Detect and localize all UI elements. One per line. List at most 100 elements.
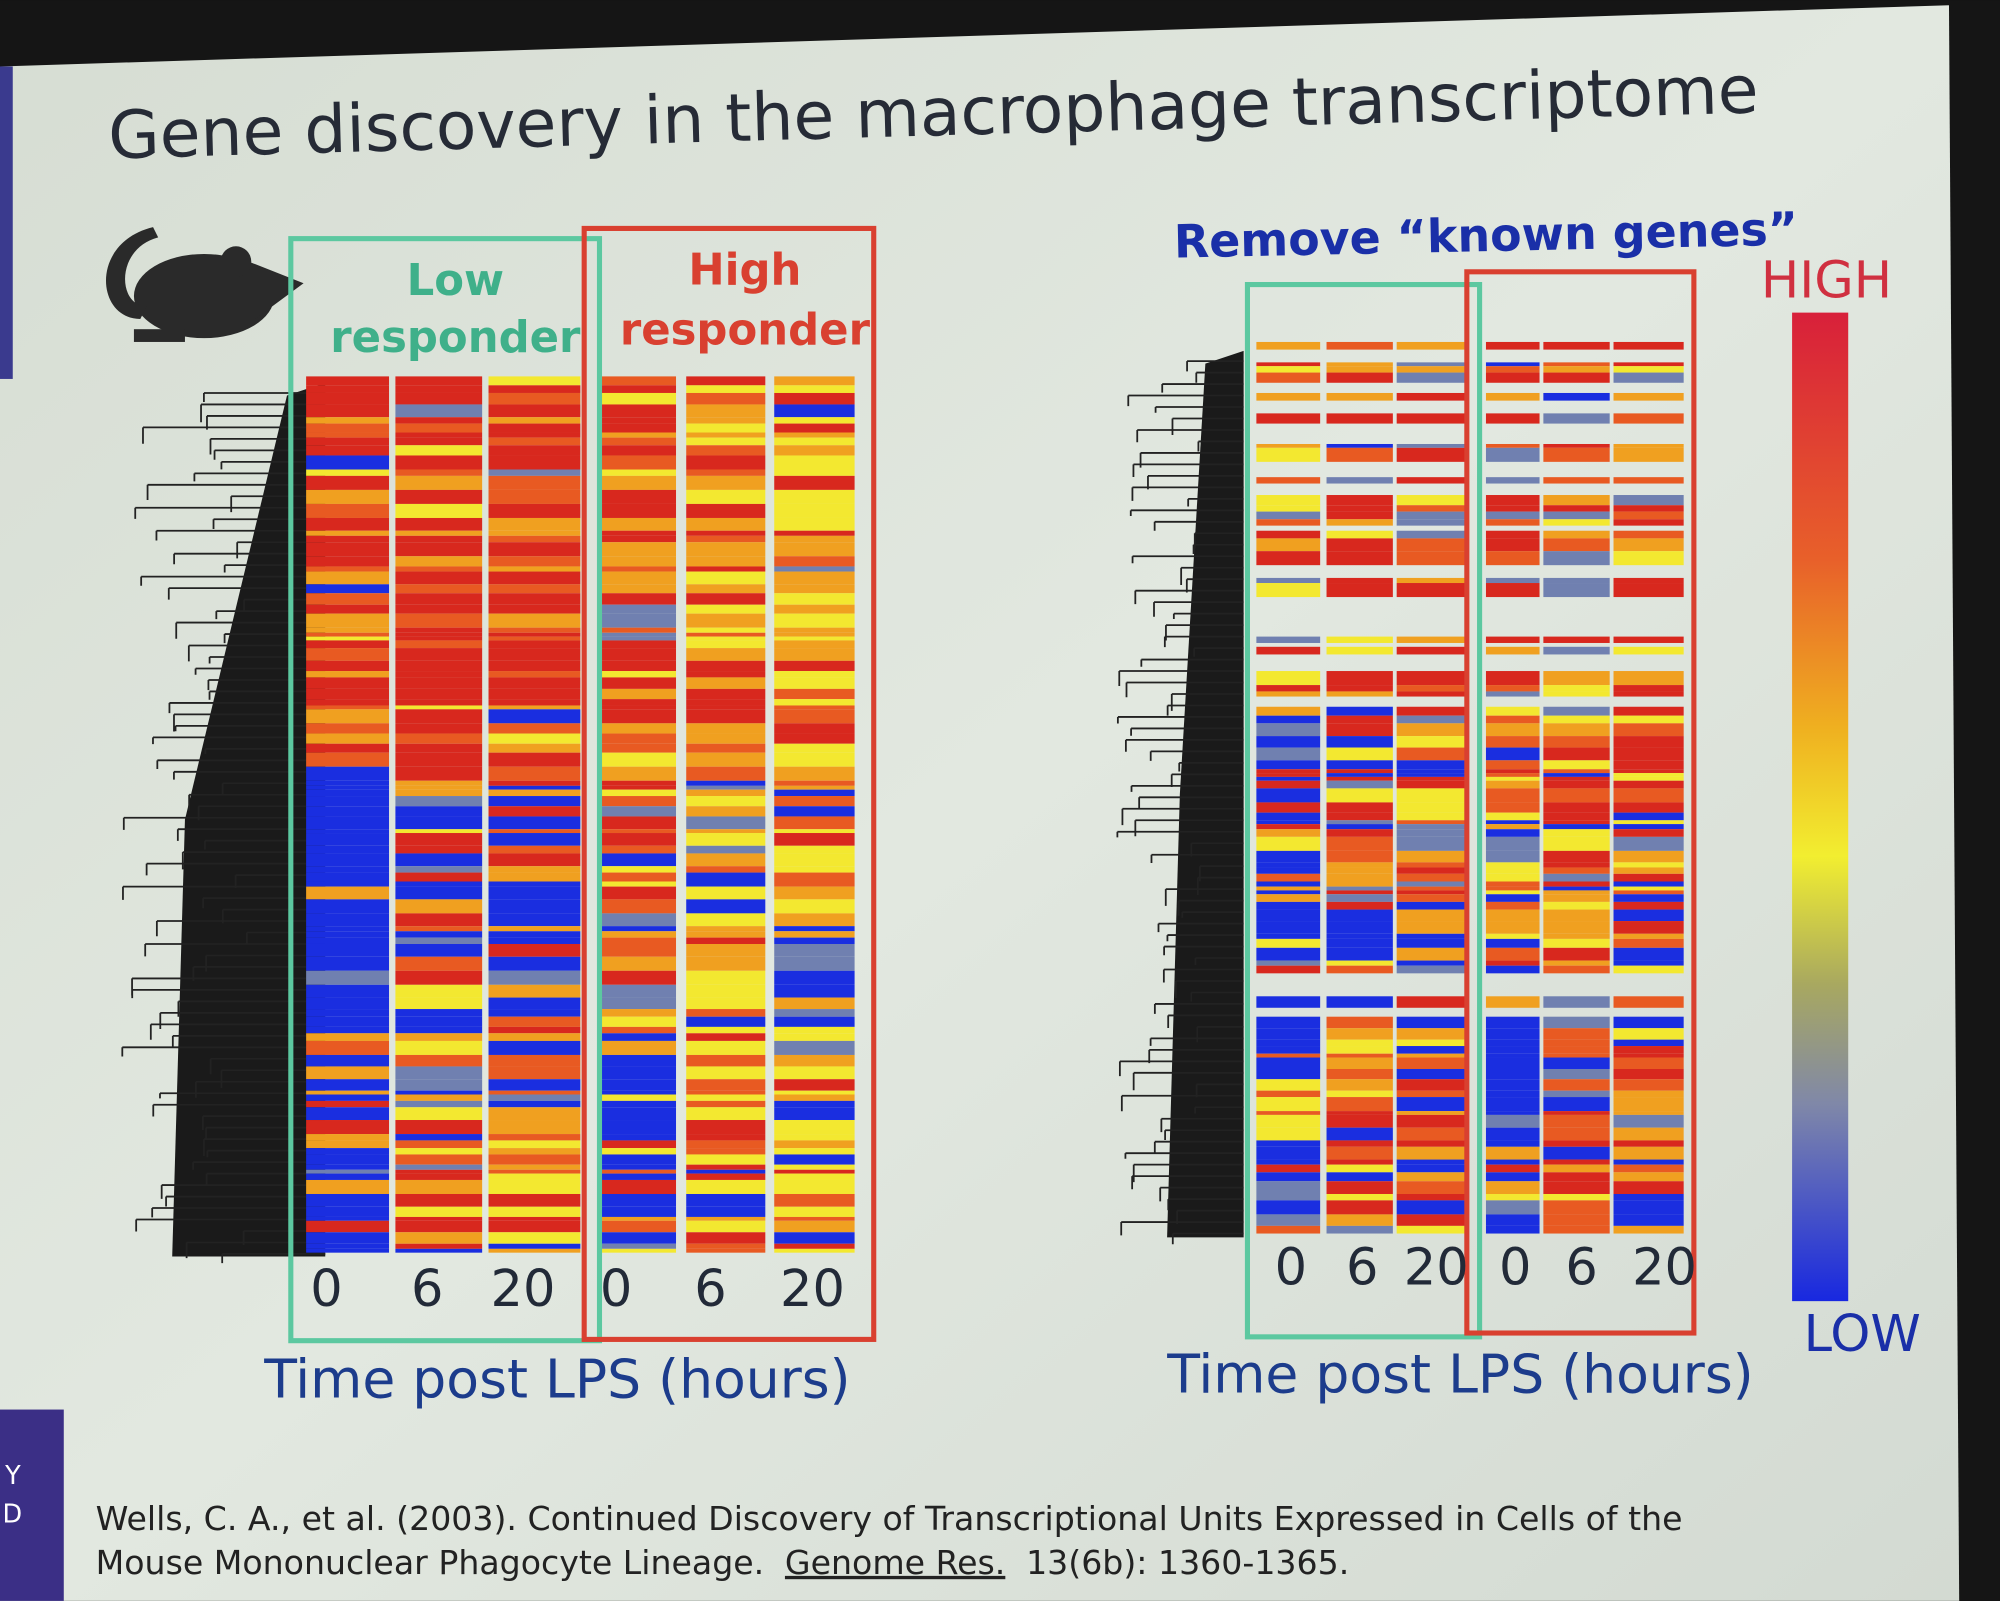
heatmap-stripe xyxy=(1326,530,1393,539)
heatmap-stripe xyxy=(599,829,677,834)
heatmap-stripe xyxy=(1256,773,1321,777)
heatmap-stripe xyxy=(1543,1164,1610,1173)
right-panel xyxy=(1116,341,1684,1245)
heatmap-stripe xyxy=(1613,921,1684,934)
heatmap-stripe xyxy=(1613,867,1684,874)
heatmap-stripe xyxy=(1256,1225,1321,1234)
heatmap-stripe xyxy=(599,752,677,767)
heatmap-stripe xyxy=(395,437,483,446)
heatmap-stripe xyxy=(1326,1028,1393,1040)
heatmap-stripe xyxy=(1396,530,1467,539)
heatmap-stripe xyxy=(395,660,483,672)
heatmap-stripe xyxy=(1396,812,1467,821)
heatmap-stripe xyxy=(599,943,677,957)
heatmap-stripe xyxy=(488,1134,581,1141)
heatmap-stripe xyxy=(395,475,483,490)
heatmap-stripe xyxy=(1396,1214,1467,1226)
heatmap-stripe xyxy=(1396,477,1467,484)
heatmap-stripe xyxy=(1485,947,1540,961)
heatmap-stripe xyxy=(599,503,677,518)
heatmap-stripe xyxy=(599,899,677,914)
heatmap-stripe xyxy=(686,705,766,710)
heatmap-stripe xyxy=(1396,894,1467,902)
heatmap-stripe xyxy=(1613,538,1684,552)
heatmap-stripe xyxy=(395,1154,483,1165)
heatmap-stripe xyxy=(488,1154,581,1165)
heatmap-stripe xyxy=(599,1154,677,1165)
heatmap-stripe xyxy=(1613,1079,1684,1091)
heatmap-stripe xyxy=(488,1016,581,1027)
heatmap-stripe xyxy=(774,571,855,585)
heatmap-stripe xyxy=(774,535,855,543)
heatmap-stripe xyxy=(1326,1127,1393,1141)
heatmap-stripe xyxy=(1543,1016,1610,1029)
heatmap-stripe xyxy=(306,709,390,724)
heatmap-stripe xyxy=(599,785,677,790)
heatmap-stripe xyxy=(599,517,677,531)
heatmap-stripe xyxy=(599,780,677,786)
heatmap-stripe xyxy=(395,1216,483,1221)
heatmap-stripe xyxy=(1543,788,1610,803)
heatmap-stripe xyxy=(599,417,677,424)
heatmap-stripe xyxy=(488,1079,581,1091)
heatmap-stripe xyxy=(488,1173,581,1180)
heatmap-stripe xyxy=(686,671,766,678)
heatmap-stripe xyxy=(686,984,766,998)
timepoint-label: 0 xyxy=(1499,1239,1531,1298)
low-responder-box xyxy=(288,236,603,1344)
heatmap-stripe xyxy=(774,1040,855,1055)
heatmap-stripe xyxy=(395,1094,483,1101)
heatmap-stripe xyxy=(1613,577,1684,584)
heatmap-stripe xyxy=(1543,511,1610,520)
heatmap-stripe xyxy=(1396,691,1467,697)
heatmap-stripe xyxy=(599,613,677,628)
group-label: responder xyxy=(620,306,871,356)
heatmap-stripe xyxy=(599,489,677,504)
heatmap-stripe xyxy=(1396,850,1467,863)
heatmap-stripe xyxy=(686,1094,766,1101)
heatmap-stripe xyxy=(1543,646,1610,655)
heatmap-stripe xyxy=(1543,1200,1610,1215)
heatmap-stripe xyxy=(686,566,766,572)
heatmap-stripe xyxy=(306,593,390,605)
heatmap-stripe xyxy=(488,1033,581,1041)
heatmap-stripe xyxy=(1485,938,1540,948)
heatmap-stripe xyxy=(1396,1090,1467,1098)
heatmap-stripe xyxy=(306,566,390,572)
heatmap-stripe xyxy=(599,845,677,854)
heatmap-stripe xyxy=(488,1169,581,1174)
heatmap-stripe xyxy=(488,445,581,456)
heatmap-stripe xyxy=(1396,747,1467,761)
heatmap-stripe xyxy=(306,1179,390,1194)
heatmap-stripe xyxy=(686,632,766,637)
heatmap-stripe xyxy=(686,1154,766,1165)
heatmap-stripe xyxy=(774,1094,855,1101)
heatmap-stripe xyxy=(599,789,677,797)
heatmap-stripe xyxy=(686,627,766,633)
heatmap-stripe xyxy=(599,1206,677,1217)
heatmap-stripe xyxy=(599,1216,677,1221)
heatmap-stripe xyxy=(488,1040,581,1055)
heatmap-stripe xyxy=(686,584,766,594)
heatmap-stripe xyxy=(1485,372,1540,383)
heatmap-stripe xyxy=(488,571,581,585)
heatmap-stripe xyxy=(1256,519,1321,526)
heatmap-stripe xyxy=(306,1193,390,1207)
heatmap-stripe xyxy=(1543,530,1610,539)
heatmap-stripe xyxy=(306,1026,390,1034)
heatmap-stripe xyxy=(686,785,766,790)
heatmap-stripe xyxy=(1613,372,1684,383)
heatmap-stripe xyxy=(686,535,766,543)
heatmap-stripe xyxy=(488,556,581,567)
heatmap-stripe xyxy=(1485,736,1540,748)
heatmap-stripe xyxy=(488,1026,581,1034)
dendrogram-branches xyxy=(121,392,326,1264)
heatmap-stripe xyxy=(599,1248,677,1253)
heatmap-stripe xyxy=(774,566,855,572)
heatmap-stripe xyxy=(488,1216,581,1221)
heatmap-stripe xyxy=(488,489,581,504)
heatmap-stripe xyxy=(306,970,390,985)
heatmap-stripe xyxy=(1543,873,1610,882)
heatmap-stripe xyxy=(1396,921,1467,934)
heatmap-stripe xyxy=(1396,776,1467,781)
